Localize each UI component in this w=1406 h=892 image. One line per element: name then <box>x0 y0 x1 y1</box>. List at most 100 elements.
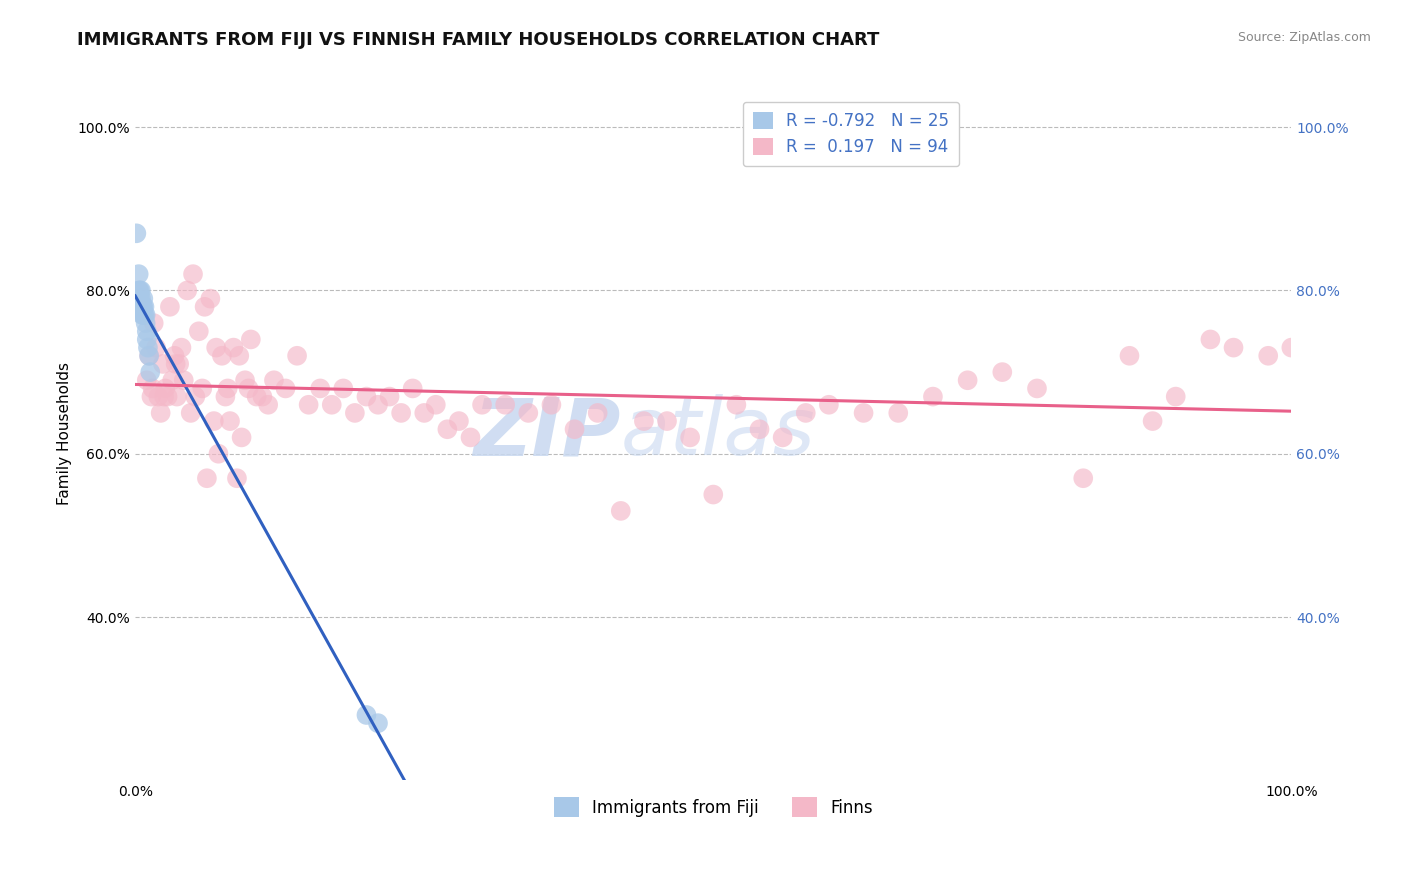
Point <box>135 373 157 387</box>
Point <box>142 381 165 395</box>
Point <box>956 373 979 387</box>
Point <box>517 406 540 420</box>
Point <box>378 390 401 404</box>
Point <box>1164 390 1187 404</box>
Point <box>586 406 609 420</box>
Point <box>129 292 152 306</box>
Point <box>136 341 159 355</box>
Point <box>163 349 186 363</box>
Point <box>195 471 218 485</box>
Point <box>402 381 425 395</box>
Point <box>135 324 157 338</box>
Point <box>332 381 354 395</box>
Point <box>540 398 562 412</box>
Point <box>135 333 157 347</box>
Point <box>156 390 179 404</box>
Point <box>128 284 150 298</box>
Point <box>173 373 195 387</box>
Point <box>655 414 678 428</box>
Point <box>148 390 170 404</box>
Point <box>141 390 163 404</box>
Point <box>145 341 167 355</box>
Point <box>679 430 702 444</box>
Point <box>134 308 156 322</box>
Point <box>725 398 748 412</box>
Point <box>129 300 152 314</box>
Point <box>135 308 157 322</box>
Point <box>309 381 332 395</box>
Point <box>129 284 152 298</box>
Point <box>772 430 794 444</box>
Point <box>131 308 153 322</box>
Point <box>181 267 204 281</box>
Text: ZIP: ZIP <box>474 394 621 473</box>
Point <box>1199 333 1222 347</box>
Point <box>1279 341 1302 355</box>
Point <box>367 716 389 731</box>
Point <box>191 381 214 395</box>
Point <box>1142 414 1164 428</box>
Point <box>794 406 817 420</box>
Point <box>125 227 148 241</box>
Point <box>343 406 366 420</box>
Point <box>149 406 172 420</box>
Point <box>887 406 910 420</box>
Point <box>246 390 269 404</box>
Point <box>205 341 228 355</box>
Point <box>321 398 343 412</box>
Point <box>176 284 198 298</box>
Point <box>471 398 494 412</box>
Point <box>128 267 150 281</box>
Point <box>436 422 458 436</box>
Point <box>135 316 157 330</box>
Point <box>263 373 285 387</box>
Point <box>166 390 188 404</box>
Point <box>180 406 202 420</box>
Point <box>138 349 160 363</box>
Point <box>226 471 249 485</box>
Point <box>128 300 150 314</box>
Y-axis label: Family Households: Family Households <box>58 362 72 505</box>
Point <box>852 406 875 420</box>
Point <box>413 406 436 420</box>
Point <box>132 300 155 314</box>
Point <box>367 398 389 412</box>
Point <box>138 349 160 363</box>
Point <box>217 381 239 395</box>
Point <box>564 422 586 436</box>
Point <box>194 300 217 314</box>
Point <box>1257 349 1279 363</box>
Point <box>228 349 250 363</box>
Point <box>153 390 176 404</box>
Point <box>447 414 470 428</box>
Point <box>239 333 262 347</box>
Point <box>252 390 274 404</box>
Point <box>200 292 222 306</box>
Text: IMMIGRANTS FROM FIJI VS FINNISH FAMILY HOUSEHOLDS CORRELATION CHART: IMMIGRANTS FROM FIJI VS FINNISH FAMILY H… <box>77 31 880 49</box>
Point <box>285 349 308 363</box>
Point <box>1071 471 1094 485</box>
Point <box>187 324 209 338</box>
Point <box>633 414 655 428</box>
Point <box>159 300 181 314</box>
Point <box>167 357 190 371</box>
Point <box>356 708 378 723</box>
Point <box>610 504 633 518</box>
Point <box>233 373 256 387</box>
Point <box>460 430 482 444</box>
Point <box>202 414 225 428</box>
Point <box>219 414 242 428</box>
Point <box>238 381 260 395</box>
Point <box>155 381 177 395</box>
Point <box>160 373 183 387</box>
Point <box>1222 341 1244 355</box>
Point <box>165 357 187 371</box>
Text: Source: ZipAtlas.com: Source: ZipAtlas.com <box>1237 31 1371 45</box>
Point <box>991 365 1014 379</box>
Point <box>922 390 945 404</box>
Point <box>356 390 378 404</box>
Point <box>214 390 236 404</box>
Point <box>170 341 193 355</box>
Point <box>748 422 770 436</box>
Point <box>131 300 153 314</box>
